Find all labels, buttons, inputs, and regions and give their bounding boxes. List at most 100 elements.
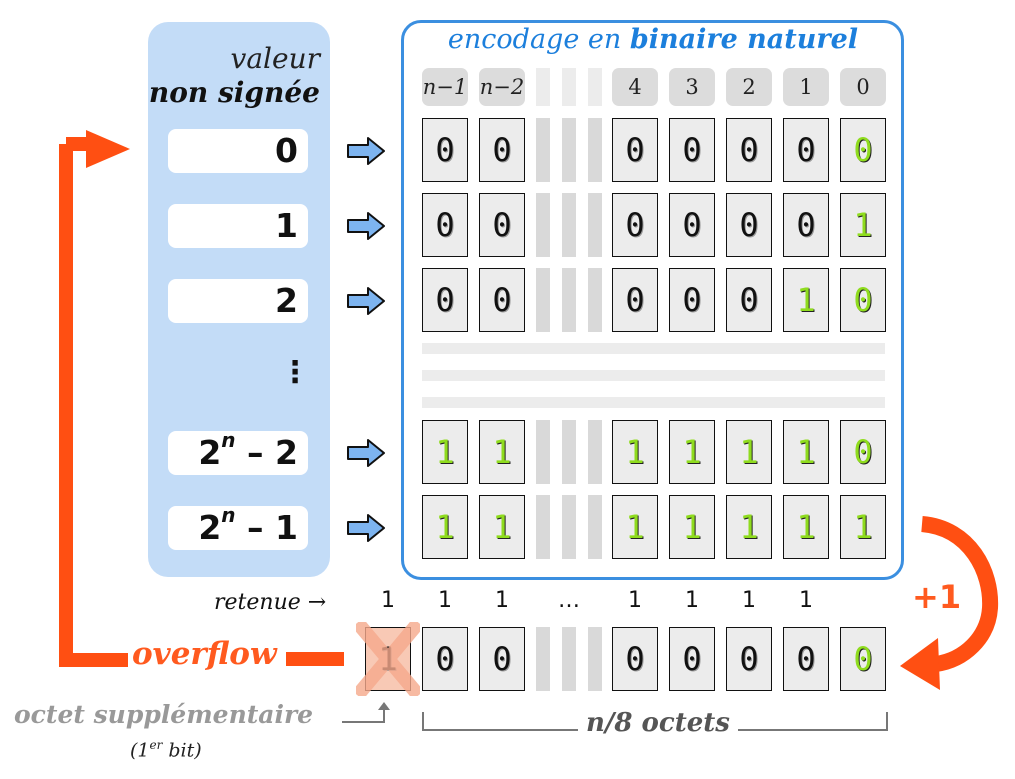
- bit-cell: 0: [840, 627, 886, 691]
- extra-byte-pointer-icon: [342, 702, 390, 723]
- bit-cell: 0: [726, 118, 772, 182]
- bit-cell: 0: [479, 268, 525, 332]
- bit-gap: [562, 193, 576, 257]
- bit-cell: 0: [479, 118, 525, 182]
- bit-gap: [588, 118, 602, 182]
- bit-cell: 0: [783, 627, 829, 691]
- bit-gap: [588, 420, 602, 484]
- bit-gap: [562, 627, 576, 691]
- value-box-0: 0: [168, 129, 308, 173]
- bit-cell: 0: [783, 193, 829, 257]
- extra-byte-label: octet supplémentaire: [14, 700, 314, 729]
- header-gap: [588, 68, 602, 106]
- bit-cell: 0: [669, 627, 715, 691]
- value-box-2n-minus-1: 2n – 1: [168, 503, 308, 550]
- value-title-line1: valeur: [230, 42, 320, 75]
- right-arrow-icon: [347, 287, 385, 315]
- bit-cell: 0: [422, 193, 468, 257]
- bit-cell: 1: [612, 420, 658, 484]
- encoding-title-bold: binaire naturel: [629, 24, 859, 55]
- bit-cell: 0: [840, 268, 886, 332]
- bit-gap: [588, 495, 602, 559]
- carry-value: 1: [438, 588, 452, 613]
- bit-cell: 0: [726, 627, 772, 691]
- bit-cell: 1: [783, 495, 829, 559]
- encoding-title: encodage en binaire naturel: [403, 24, 903, 55]
- overflow-label: overflow: [132, 636, 277, 672]
- increment-arrow-icon: [900, 516, 999, 690]
- bit-cell: 0: [726, 268, 772, 332]
- right-arrow-icon: [347, 137, 385, 165]
- value-title-bold: non signée: [148, 76, 320, 109]
- bit-cell: 1: [669, 420, 715, 484]
- carry-value: 1: [628, 588, 642, 613]
- carry-value: 1: [685, 588, 699, 613]
- bit-gap: [562, 268, 576, 332]
- bit-cell: 0: [612, 193, 658, 257]
- carry-label: retenue →: [214, 590, 326, 615]
- bit-cell: 1: [726, 495, 772, 559]
- bit-gap: [536, 495, 550, 559]
- bit-cell: 0: [612, 627, 658, 691]
- bit-cell: 0: [840, 118, 886, 182]
- bit-header: n−2: [479, 68, 525, 106]
- vertical-ellipsis: ⋮: [280, 355, 310, 390]
- bit-cell: 1: [422, 420, 468, 484]
- extra-byte-sublabel: (1er bit): [130, 738, 202, 761]
- right-arrow-icon: [347, 514, 385, 542]
- value-suffix: – 1: [235, 508, 298, 547]
- bit-cell: 0: [612, 118, 658, 182]
- bit-gap: [588, 627, 602, 691]
- ellipsis-line: [422, 370, 885, 381]
- header-gap: [536, 68, 550, 106]
- bit-cell: 1: [783, 420, 829, 484]
- bit-cell: 1: [840, 193, 886, 257]
- bit-cell: 0: [726, 193, 772, 257]
- value-exponent: n: [221, 428, 236, 452]
- header-gap: [562, 68, 576, 106]
- cross-icon: [356, 622, 420, 696]
- extra-sub-post: bit): [162, 739, 202, 762]
- value-base: 2: [198, 433, 222, 472]
- bit-gap: [562, 118, 576, 182]
- value-text: 1: [275, 206, 298, 245]
- bit-cell: 0: [612, 268, 658, 332]
- value-base: 2: [198, 508, 222, 547]
- bit-gap: [536, 627, 550, 691]
- bit-cell: 1: [840, 495, 886, 559]
- bit-header: 0: [840, 68, 886, 106]
- bit-gap: [588, 268, 602, 332]
- value-box-1: 1: [168, 204, 308, 248]
- bit-gap: [562, 495, 576, 559]
- right-arrow-icon: [347, 212, 385, 240]
- plus-one-label: +1: [912, 578, 962, 616]
- carry-value: 1: [381, 588, 395, 613]
- bit-cell: 0: [783, 118, 829, 182]
- extra-sub-sup: er: [149, 738, 163, 752]
- bit-gap: [536, 193, 550, 257]
- bit-cell: 0: [422, 118, 468, 182]
- value-exponent: n: [221, 503, 236, 527]
- bit-cell: 1: [479, 495, 525, 559]
- bit-gap: [536, 118, 550, 182]
- ellipsis-line: [422, 343, 885, 354]
- bit-header: 1: [783, 68, 829, 106]
- value-box-2: 2: [168, 279, 308, 323]
- bit-cell: 0: [422, 268, 468, 332]
- bit-cell: 1: [669, 495, 715, 559]
- bit-cell: 0: [840, 420, 886, 484]
- bit-header: n−1: [422, 68, 468, 106]
- bit-gap: [588, 193, 602, 257]
- bit-cell: 0: [669, 193, 715, 257]
- carry-label-text: retenue: [214, 590, 301, 615]
- bit-cell: 1: [783, 268, 829, 332]
- bit-cell: 0: [479, 627, 525, 691]
- extra-sub-pre: (1: [130, 739, 150, 762]
- carry-value: 1: [742, 588, 756, 613]
- bit-cell: 0: [479, 193, 525, 257]
- value-text: 0: [275, 131, 298, 170]
- value-title-line2: non signée: [148, 78, 320, 108]
- bit-cell: 1: [479, 420, 525, 484]
